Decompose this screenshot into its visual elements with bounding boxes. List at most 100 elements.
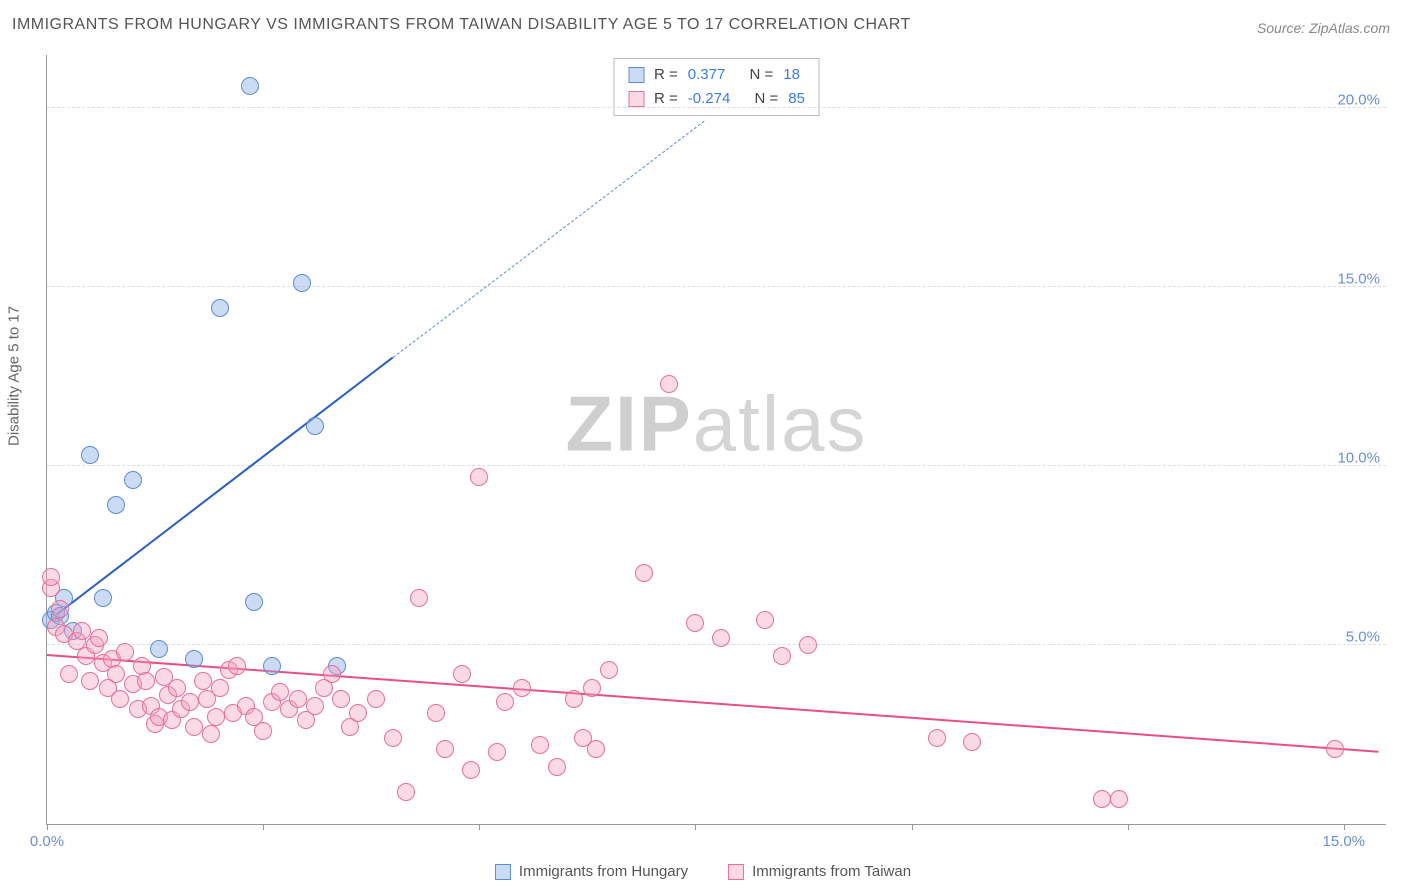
legend-swatch-pink-icon [728,864,744,880]
scatter-point-taiwan [635,564,653,582]
stats-row-hungary: R = 0.377 N = 18 [628,63,805,87]
scatter-point-taiwan [111,690,129,708]
legend-swatch-blue-icon [495,864,511,880]
scatter-point-taiwan [600,661,618,679]
scatter-point-taiwan [1110,790,1128,808]
scatter-point-taiwan [488,743,506,761]
regression-line [55,357,393,616]
x-minor-tick-mark [1128,824,1129,830]
scatter-point-taiwan [397,783,415,801]
legend-label-taiwan: Immigrants from Taiwan [752,863,911,880]
scatter-point-hungary [94,589,112,607]
scatter-point-taiwan [1326,740,1344,758]
scatter-point-taiwan [756,611,774,629]
chart-container: IMMIGRANTS FROM HUNGARY VS IMMIGRANTS FR… [0,0,1406,892]
y-tick-label: 5.0% [1346,628,1380,645]
scatter-point-taiwan [436,740,454,758]
scatter-point-taiwan [116,643,134,661]
scatter-point-hungary [306,417,324,435]
scatter-point-taiwan [367,690,385,708]
scatter-point-taiwan [323,665,341,683]
scatter-point-hungary [293,274,311,292]
scatter-point-taiwan [513,679,531,697]
scatter-point-taiwan [51,600,69,618]
scatter-point-taiwan [228,657,246,675]
scatter-point-hungary [211,299,229,317]
stat-n-label: N = [750,63,774,87]
scatter-point-taiwan [194,672,212,690]
scatter-point-taiwan [42,568,60,586]
x-tick-label: 0.0% [30,833,64,850]
scatter-point-taiwan [185,718,203,736]
source-attribution: Source: ZipAtlas.com [1257,20,1390,36]
watermark: ZIPatlas [565,379,867,470]
scatter-point-taiwan [427,704,445,722]
stat-n-hungary: 18 [783,63,800,87]
scatter-point-hungary [245,593,263,611]
scatter-point-taiwan [73,622,91,640]
swatch-blue-icon [628,67,644,83]
scatter-point-taiwan [660,375,678,393]
x-tick-mark [912,824,913,830]
scatter-point-taiwan [271,683,289,701]
scatter-point-taiwan [168,679,186,697]
y-tick-label: 20.0% [1337,91,1380,108]
y-axis-label: Disability Age 5 to 17 [6,306,23,446]
x-tick-mark [1344,824,1345,830]
scatter-point-taiwan [107,665,125,683]
legend: Immigrants from Hungary Immigrants from … [495,863,911,880]
scatter-point-hungary [124,471,142,489]
gridline-h [47,286,1386,287]
swatch-pink-icon [628,91,644,107]
scatter-point-taiwan [712,629,730,647]
scatter-point-taiwan [332,690,350,708]
scatter-point-taiwan [137,672,155,690]
scatter-point-taiwan [81,672,99,690]
scatter-point-taiwan [531,736,549,754]
y-tick-label: 10.0% [1337,449,1380,466]
x-tick-mark [47,824,48,830]
legend-item-taiwan: Immigrants from Taiwan [728,863,911,880]
scatter-point-hungary [81,446,99,464]
x-tick-label: 15.0% [1322,833,1365,850]
scatter-point-taiwan [410,589,428,607]
watermark-bold: ZIP [565,380,692,468]
scatter-point-taiwan [254,722,272,740]
scatter-point-taiwan [306,697,324,715]
scatter-point-taiwan [686,614,704,632]
scatter-point-taiwan [462,761,480,779]
regression-line-dashed [392,121,704,358]
x-minor-tick-mark [695,824,696,830]
scatter-point-taiwan [963,733,981,751]
scatter-point-taiwan [773,647,791,665]
scatter-point-hungary [107,496,125,514]
x-minor-tick-mark [263,824,264,830]
scatter-point-taiwan [384,729,402,747]
scatter-point-taiwan [90,629,108,647]
gridline-h [47,107,1386,108]
scatter-point-taiwan [587,740,605,758]
legend-item-hungary: Immigrants from Hungary [495,863,688,880]
scatter-point-hungary [150,640,168,658]
scatter-point-taiwan [211,679,229,697]
watermark-light: atlas [693,380,868,468]
plot-area: ZIPatlas R = 0.377 N = 18 R = -0.274 N =… [46,55,1386,825]
scatter-point-taiwan [799,636,817,654]
scatter-point-taiwan [349,704,367,722]
scatter-point-hungary [263,657,281,675]
scatter-point-taiwan [60,665,78,683]
scatter-point-taiwan [565,690,583,708]
scatter-point-taiwan [1093,790,1111,808]
stat-r-hungary: 0.377 [688,63,726,87]
scatter-point-taiwan [470,468,488,486]
scatter-point-taiwan [453,665,471,683]
scatter-point-taiwan [928,729,946,747]
chart-title: IMMIGRANTS FROM HUNGARY VS IMMIGRANTS FR… [12,16,911,34]
scatter-point-taiwan [207,708,225,726]
scatter-point-taiwan [181,693,199,711]
scatter-point-taiwan [496,693,514,711]
scatter-point-hungary [241,77,259,95]
scatter-point-taiwan [289,690,307,708]
x-tick-mark [479,824,480,830]
y-tick-label: 15.0% [1337,270,1380,287]
